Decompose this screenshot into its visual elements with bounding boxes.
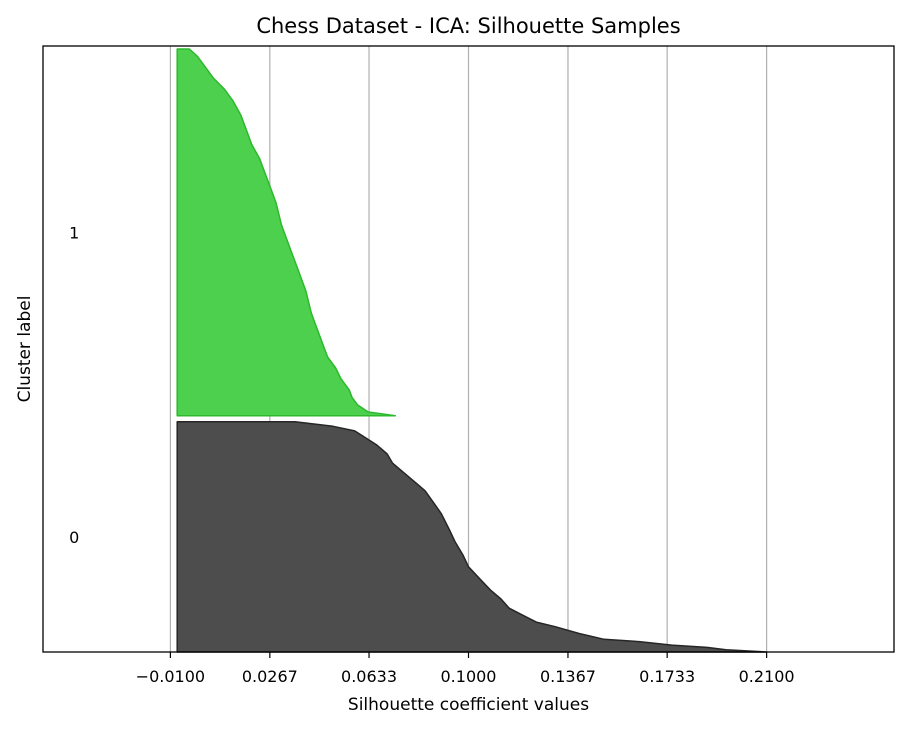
cluster-1-silhouette-area (176, 48, 397, 417)
cluster-0-silhouette-area (176, 420, 768, 653)
x-tick-label: 0.1367 (540, 667, 596, 686)
chart-title: Chess Dataset - ICA: Silhouette Samples (256, 14, 680, 38)
x-tick-label: 0.2100 (739, 667, 795, 686)
silhouette-series: 01 (69, 48, 768, 653)
cluster-label-1: 1 (69, 223, 79, 242)
x-axis-label: Silhouette coefficient values (348, 695, 589, 715)
x-tick-label: −0.0100 (136, 667, 205, 686)
cluster-label-0: 0 (69, 528, 79, 547)
y-axis-label: Cluster label (15, 296, 35, 403)
x-tick-label: 0.1733 (639, 667, 695, 686)
x-tick-label: 0.1000 (441, 667, 497, 686)
x-tick-label: 0.0633 (341, 667, 397, 686)
x-tick-label: 0.0267 (242, 667, 298, 686)
x-axis-ticks: −0.0100 0.0267 0.0633 0.1000 0.1367 0.1733 0.2… (136, 652, 795, 686)
